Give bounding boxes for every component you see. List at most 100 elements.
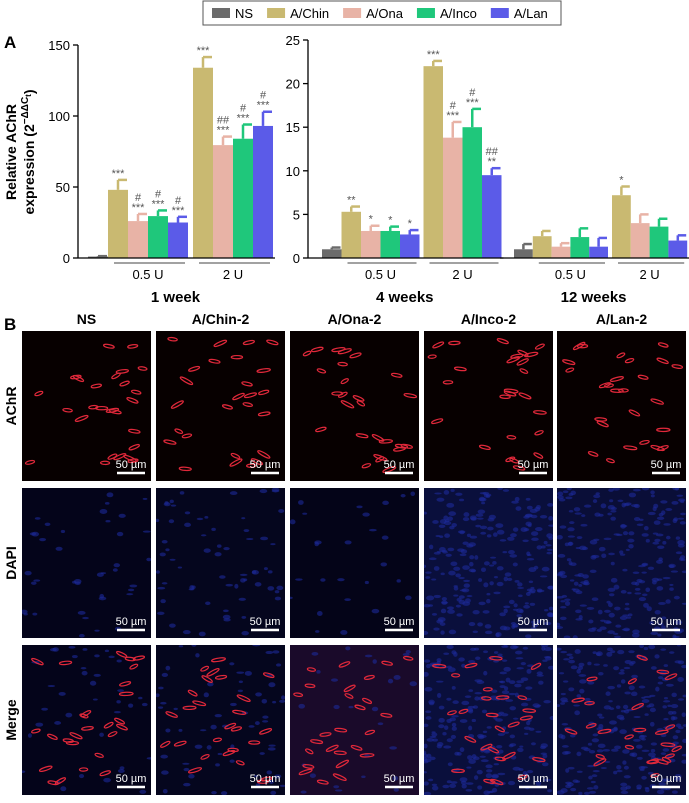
nucleus [464, 695, 472, 698]
nucleus [557, 553, 566, 558]
nucleus [539, 759, 544, 762]
nucleus [331, 678, 338, 682]
nucleus [606, 647, 613, 652]
nucleus [503, 576, 508, 582]
nucleus [477, 509, 486, 514]
nucleus [241, 630, 249, 636]
nucleus [164, 501, 169, 505]
nucleus [638, 685, 646, 689]
micrograph [22, 645, 151, 795]
receptor-cluster [534, 430, 544, 436]
nucleus [456, 597, 462, 602]
nucleus [495, 523, 504, 528]
y-tick-label: 5 [293, 207, 300, 222]
nucleus [568, 541, 574, 546]
nucleus [635, 744, 643, 749]
receptor-cluster [81, 726, 94, 731]
nucleus [425, 716, 432, 720]
nucleus [236, 671, 245, 674]
nucleus [94, 629, 100, 632]
nucleus [298, 703, 306, 709]
nucleus [528, 580, 534, 584]
nucleus [451, 722, 457, 728]
significance-label: * [619, 174, 624, 186]
nucleus [469, 515, 477, 521]
nucleus [608, 488, 614, 492]
nucleus [670, 570, 679, 573]
panel-label: B [4, 315, 16, 334]
nucleus [195, 653, 200, 658]
nucleus [557, 571, 564, 576]
nucleus [641, 571, 647, 574]
nucleus [536, 619, 542, 624]
bar [482, 175, 502, 258]
nucleus [483, 790, 491, 795]
nucleus [279, 784, 285, 788]
receptor-cluster [115, 650, 128, 658]
y-axis-label: expression (2−ΔΔCt) [20, 89, 37, 214]
receptor-cluster [230, 354, 244, 360]
nucleus [65, 712, 73, 718]
nucleus [454, 751, 460, 756]
receptor-cluster [99, 460, 111, 466]
receptor-cluster [302, 764, 315, 769]
receptor-cluster [187, 689, 198, 697]
receptor-cluster [650, 398, 665, 405]
nucleus [492, 532, 498, 537]
nucleus [244, 670, 252, 676]
nucleus [597, 743, 606, 748]
receptor-cluster [595, 754, 605, 759]
scale-bar-label: 50 µm [651, 616, 682, 628]
nucleus [113, 563, 121, 568]
column-header: A/Inco-2 [461, 311, 516, 327]
nucleus [598, 716, 605, 719]
nucleus [681, 753, 686, 757]
nucleus [601, 553, 607, 559]
nucleus [333, 785, 340, 789]
y-tick-label: 150 [48, 38, 70, 53]
receptor-cluster [70, 374, 82, 380]
nucleus [623, 666, 631, 670]
nucleus [100, 572, 107, 575]
nucleus [32, 612, 38, 616]
receptor-cluster [522, 708, 537, 713]
nucleus [620, 786, 628, 791]
nucleus [495, 718, 503, 722]
nucleus [653, 503, 659, 509]
micrograph-bg [290, 488, 419, 638]
nucleus [620, 589, 627, 594]
receptor-cluster [571, 697, 585, 703]
nucleus [578, 791, 583, 795]
nucleus [655, 686, 660, 692]
nucleus [138, 696, 143, 700]
nucleus [547, 789, 552, 793]
nucleus [632, 571, 640, 574]
nucleus [657, 545, 665, 550]
receptor-cluster [310, 346, 324, 353]
nucleus [498, 680, 504, 683]
receptor-cluster [495, 695, 510, 700]
nucleus [223, 609, 229, 613]
nucleus [520, 702, 529, 707]
nucleus [169, 623, 176, 628]
nucleus [675, 551, 683, 555]
nucleus [549, 715, 553, 721]
nucleus [191, 585, 196, 590]
receptor-cluster [256, 779, 269, 784]
nucleus [571, 588, 576, 591]
receptor-cluster [480, 743, 493, 751]
nucleus [448, 629, 457, 635]
nucleus [509, 554, 518, 558]
receptor-cluster [337, 391, 348, 398]
nucleus [191, 645, 197, 647]
receptor-cluster [167, 336, 178, 342]
nucleus [591, 597, 599, 601]
nucleus [680, 512, 686, 516]
nucleus [668, 564, 675, 568]
nucleus [387, 678, 394, 684]
nucleus [215, 763, 220, 767]
nucleus [459, 747, 465, 753]
nucleus [619, 729, 627, 735]
nucleus [516, 667, 524, 670]
nucleus [539, 575, 548, 578]
